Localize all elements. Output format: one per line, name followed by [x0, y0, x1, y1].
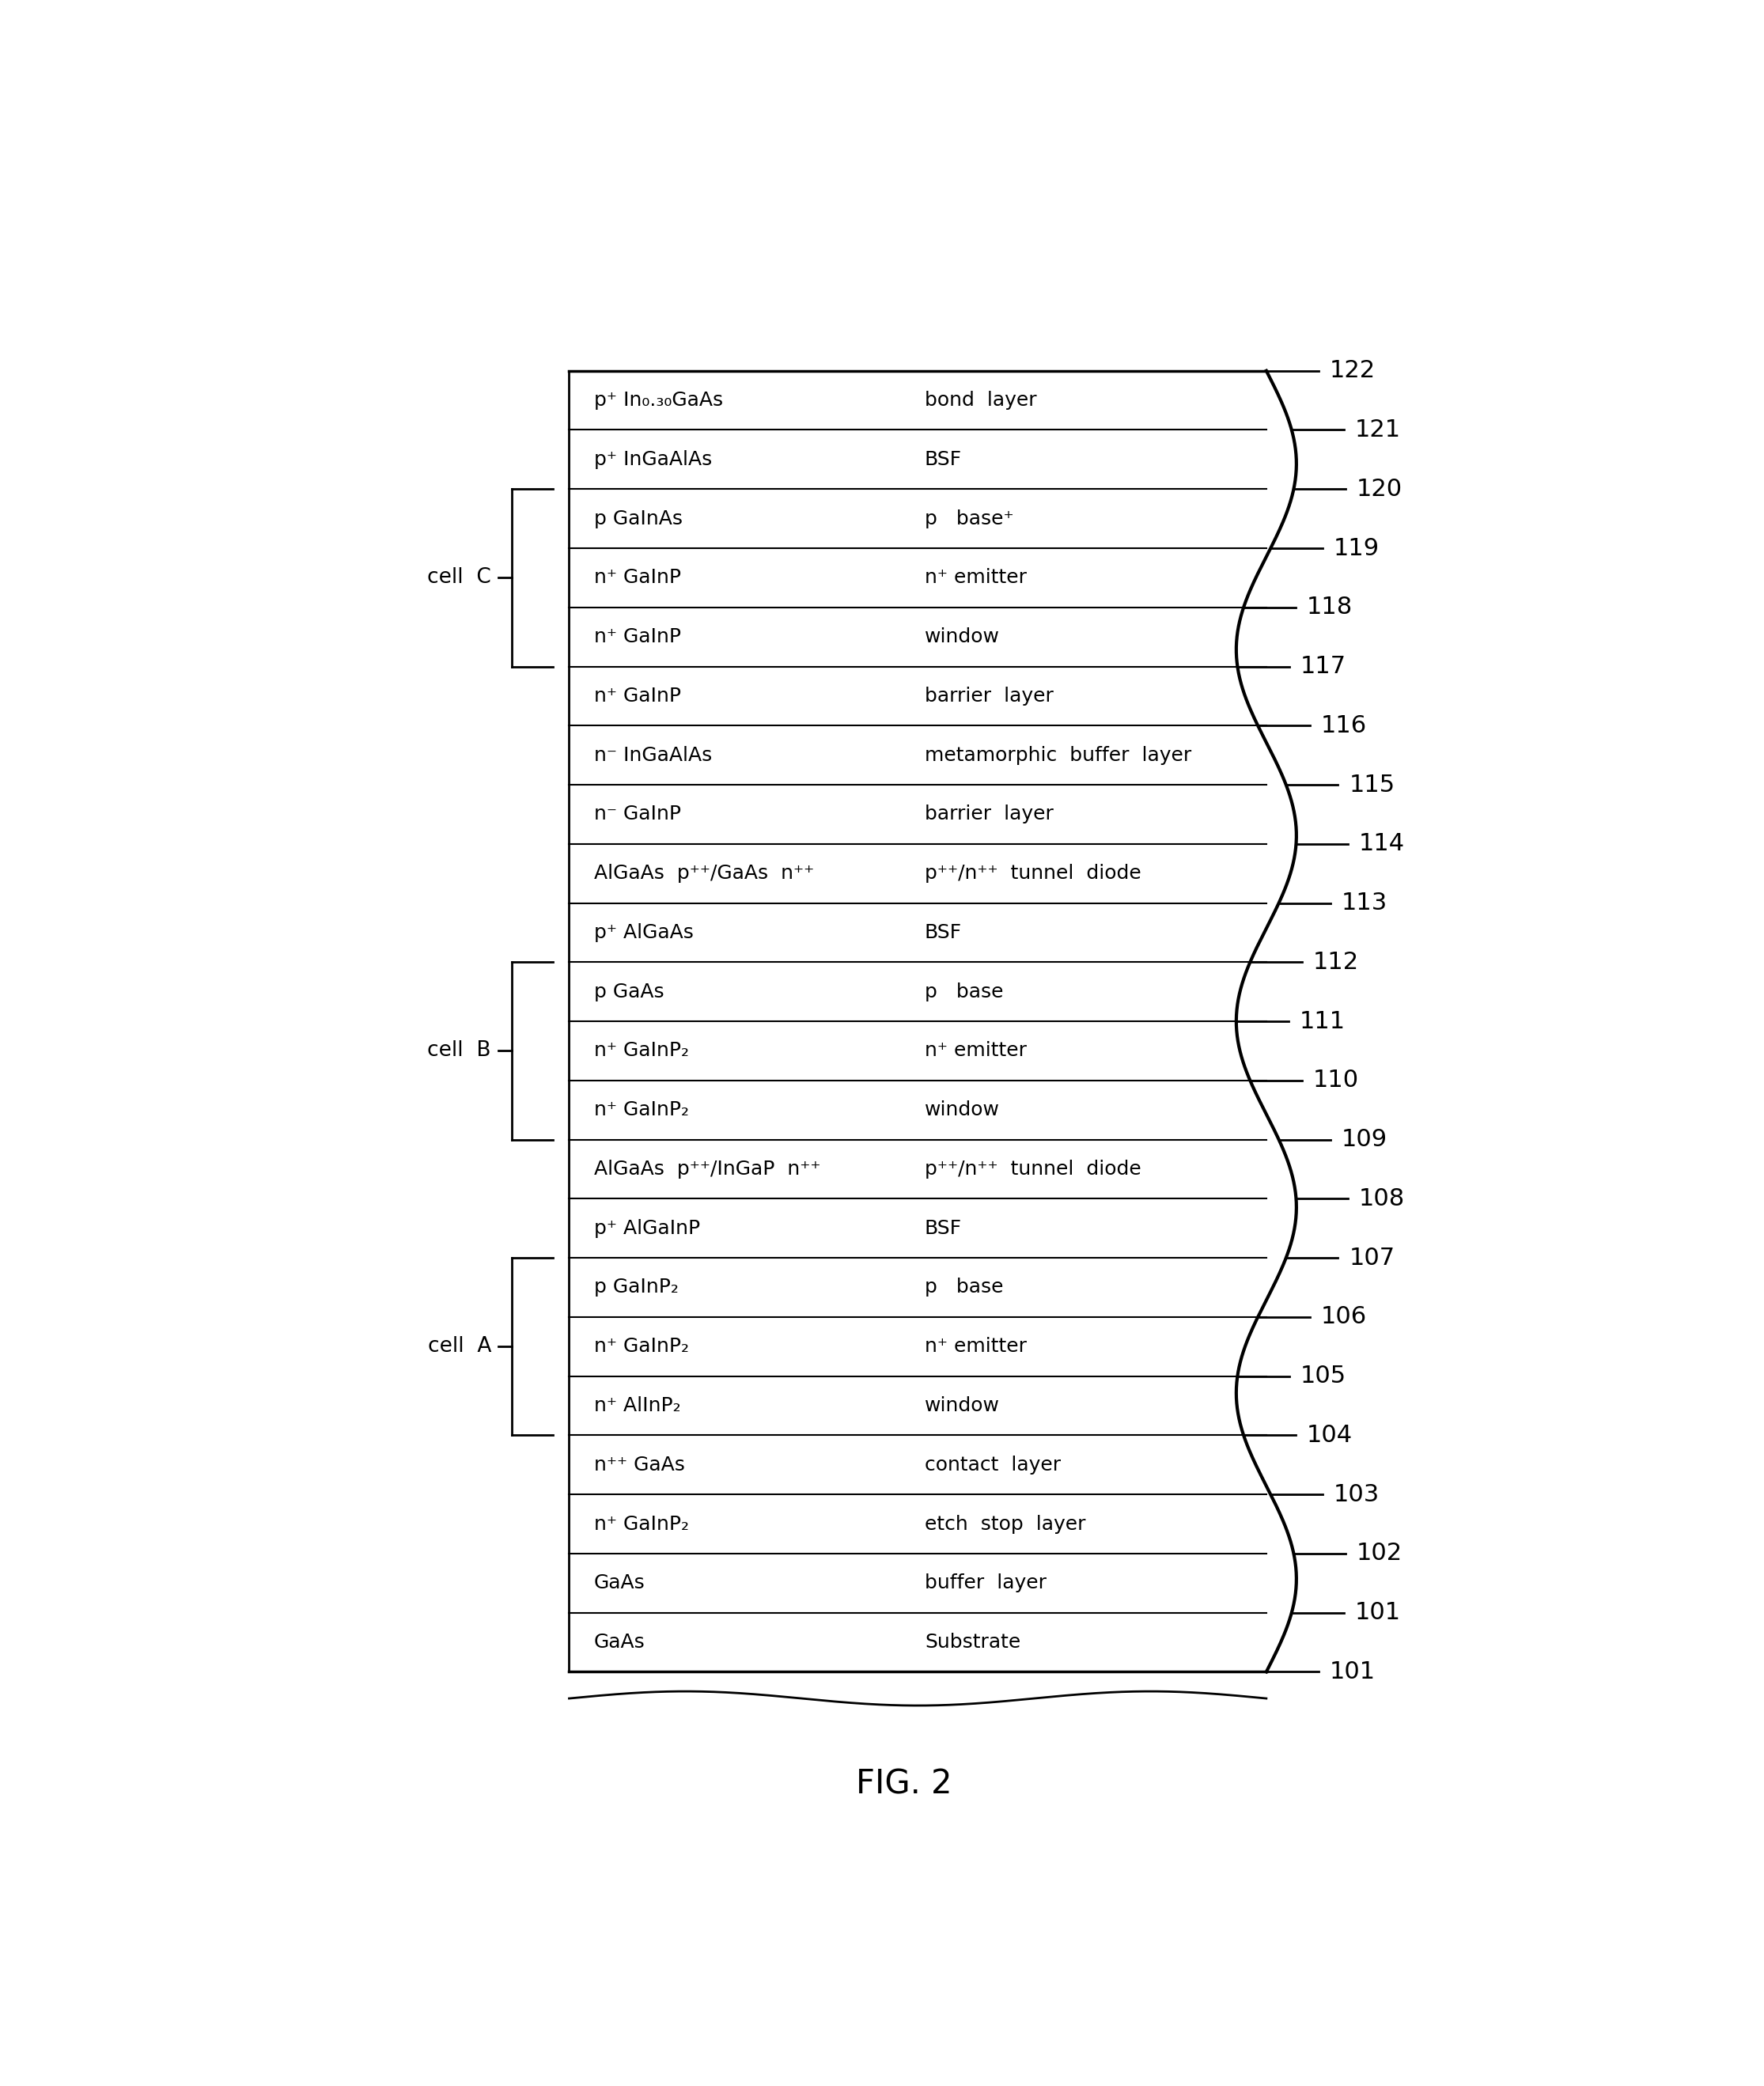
Text: FIG. 2: FIG. 2 [856, 1767, 953, 1800]
Text: 116: 116 [1321, 713, 1367, 736]
Text: BSF: BSF [924, 451, 961, 469]
Text: 113: 113 [1342, 891, 1388, 914]
Text: p   base: p base [924, 983, 1004, 1001]
Text: 107: 107 [1349, 1247, 1395, 1268]
Text: AlGaAs  p⁺⁺/InGaP  n⁺⁺: AlGaAs p⁺⁺/InGaP n⁺⁺ [594, 1160, 820, 1179]
Text: n⁺ GaInP₂: n⁺ GaInP₂ [594, 1337, 688, 1356]
Text: n⁺ emitter: n⁺ emitter [924, 1337, 1027, 1356]
Text: 121: 121 [1355, 419, 1401, 442]
Text: GaAs: GaAs [594, 1573, 646, 1592]
Text: cell  C: cell C [427, 567, 490, 588]
Text: 106: 106 [1321, 1306, 1367, 1329]
Text: n⁺ emitter: n⁺ emitter [924, 1041, 1027, 1060]
Text: window: window [924, 1396, 1000, 1414]
Text: n⁻ InGaAlAs: n⁻ InGaAlAs [594, 745, 713, 766]
Text: p⁺ InGaAlAs: p⁺ InGaAlAs [594, 451, 713, 469]
Text: window: window [924, 1101, 1000, 1120]
Text: 103: 103 [1334, 1483, 1379, 1506]
Text: 118: 118 [1307, 597, 1353, 620]
Text: 109: 109 [1342, 1129, 1388, 1151]
Text: 110: 110 [1312, 1068, 1358, 1091]
Text: 101: 101 [1330, 1660, 1376, 1683]
Text: p⁺⁺/n⁺⁺  tunnel  diode: p⁺⁺/n⁺⁺ tunnel diode [924, 1160, 1141, 1179]
Text: n⁺ GaInP: n⁺ GaInP [594, 628, 681, 647]
Text: n⁺⁺ GaAs: n⁺⁺ GaAs [594, 1456, 684, 1475]
Text: p GaInP₂: p GaInP₂ [594, 1279, 679, 1297]
Text: n⁺ GaInP: n⁺ GaInP [594, 686, 681, 705]
Text: 119: 119 [1334, 536, 1379, 559]
Text: 101: 101 [1355, 1602, 1401, 1625]
Text: buffer  layer: buffer layer [924, 1573, 1046, 1592]
Text: n⁺ AlInP₂: n⁺ AlInP₂ [594, 1396, 681, 1414]
Text: AlGaAs  p⁺⁺/GaAs  n⁺⁺: AlGaAs p⁺⁺/GaAs n⁺⁺ [594, 864, 813, 882]
Text: 114: 114 [1358, 832, 1404, 855]
Text: n⁺ GaInP₂: n⁺ GaInP₂ [594, 1041, 688, 1060]
Text: window: window [924, 628, 1000, 647]
Text: 105: 105 [1300, 1364, 1346, 1387]
Text: n⁻ GaInP: n⁻ GaInP [594, 805, 681, 824]
Text: 108: 108 [1358, 1187, 1406, 1210]
Text: n⁺ GaInP: n⁺ GaInP [594, 567, 681, 588]
Text: barrier  layer: barrier layer [924, 805, 1053, 824]
Text: n⁺ GaInP₂: n⁺ GaInP₂ [594, 1514, 688, 1533]
Text: p GaAs: p GaAs [594, 983, 663, 1001]
Text: 122: 122 [1330, 359, 1376, 382]
Text: Substrate: Substrate [924, 1633, 1021, 1652]
Text: p⁺ In₀.₃₀GaAs: p⁺ In₀.₃₀GaAs [594, 390, 723, 409]
Text: p⁺ AlGaAs: p⁺ AlGaAs [594, 924, 693, 943]
Text: metamorphic  buffer  layer: metamorphic buffer layer [924, 745, 1191, 766]
Text: n⁺ GaInP₂: n⁺ GaInP₂ [594, 1101, 688, 1120]
Text: bond  layer: bond layer [924, 390, 1037, 409]
Text: 120: 120 [1357, 478, 1402, 501]
Text: barrier  layer: barrier layer [924, 686, 1053, 705]
Text: etch  stop  layer: etch stop layer [924, 1514, 1085, 1533]
Text: 104: 104 [1307, 1425, 1353, 1448]
Text: BSF: BSF [924, 924, 961, 943]
Text: cell  A: cell A [427, 1337, 490, 1356]
Text: p   base: p base [924, 1279, 1004, 1297]
Text: BSF: BSF [924, 1218, 961, 1237]
Text: contact  layer: contact layer [924, 1456, 1060, 1475]
Text: p GaInAs: p GaInAs [594, 509, 683, 528]
Text: 102: 102 [1357, 1542, 1402, 1564]
Text: 117: 117 [1300, 655, 1346, 678]
Text: p   base⁺: p base⁺ [924, 509, 1014, 528]
Text: 112: 112 [1312, 951, 1358, 974]
Text: 115: 115 [1349, 774, 1395, 797]
Text: 111: 111 [1298, 1010, 1346, 1033]
Text: n⁺ emitter: n⁺ emitter [924, 567, 1027, 588]
Text: p⁺⁺/n⁺⁺  tunnel  diode: p⁺⁺/n⁺⁺ tunnel diode [924, 864, 1141, 882]
Text: cell  B: cell B [427, 1041, 490, 1062]
Text: GaAs: GaAs [594, 1633, 646, 1652]
Text: p⁺ AlGaInP: p⁺ AlGaInP [594, 1218, 700, 1237]
